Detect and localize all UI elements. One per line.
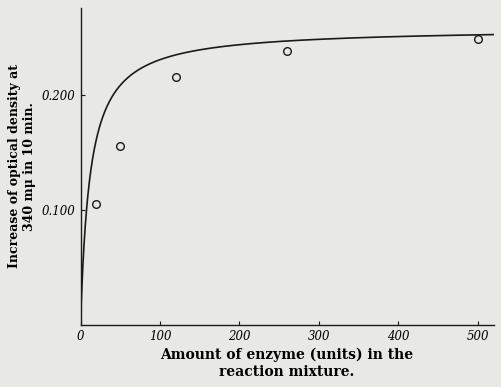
Y-axis label: Increase of optical density at
340 mμ in 10 min.: Increase of optical density at 340 mμ in…	[9, 65, 36, 269]
X-axis label: Amount of enzyme (units) in the
reaction mixture.: Amount of enzyme (units) in the reaction…	[160, 348, 413, 378]
